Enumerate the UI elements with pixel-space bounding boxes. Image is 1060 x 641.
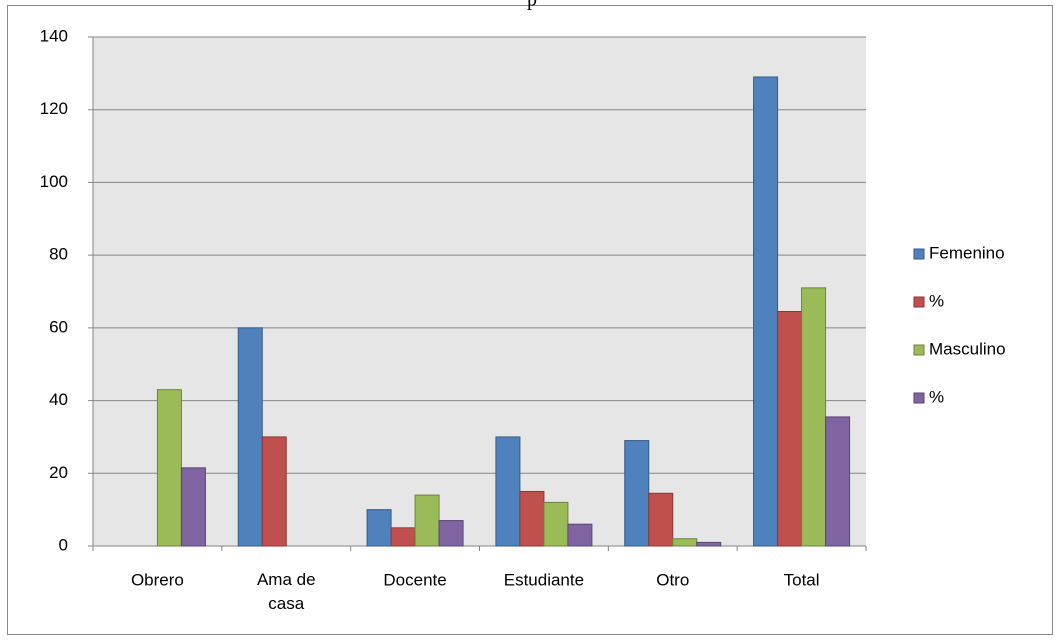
x-tick-label: Obrero [131,570,184,589]
y-tick-label: 140 [40,26,68,45]
bar [648,492,674,547]
bar [180,467,206,547]
bar [495,436,521,547]
bar [390,527,416,547]
bar [543,501,569,547]
y-tick-label: 100 [40,172,68,191]
legend-label: % [929,291,944,310]
bar [624,440,650,547]
bar [825,416,851,547]
legend-swatch [913,248,925,260]
y-tick-label: 60 [49,317,68,336]
legend-label: % [929,387,944,406]
y-tick-label: 80 [49,245,68,264]
legend-swatch [913,344,925,356]
bar [237,327,263,547]
legend-swatch [913,392,925,404]
legend-swatch [913,296,925,308]
bar [519,490,545,547]
bar [801,287,827,547]
y-tick-label: 20 [49,463,68,482]
legend-label: Masculino [929,339,1006,358]
bar [567,523,593,547]
bar [438,520,464,547]
x-tick-label: Total [784,570,820,589]
legend-label: Femenino [929,243,1005,262]
x-tick-label: Docente [383,570,446,589]
bar [696,541,722,547]
bar [366,509,392,547]
x-tick-label: Ama de casa [257,570,316,613]
bar [414,494,440,547]
chart-title: p [527,0,537,11]
y-tick-label: 40 [49,390,68,409]
bar [672,538,698,547]
bar [156,389,182,547]
y-tick-label: 0 [59,535,68,554]
bar [261,436,287,547]
plot-area [93,37,866,546]
bar [777,310,803,547]
x-tick-label: Estudiante [504,570,584,589]
bar [753,76,779,547]
y-tick-label: 120 [40,99,68,118]
x-tick-label: Otro [656,570,689,589]
